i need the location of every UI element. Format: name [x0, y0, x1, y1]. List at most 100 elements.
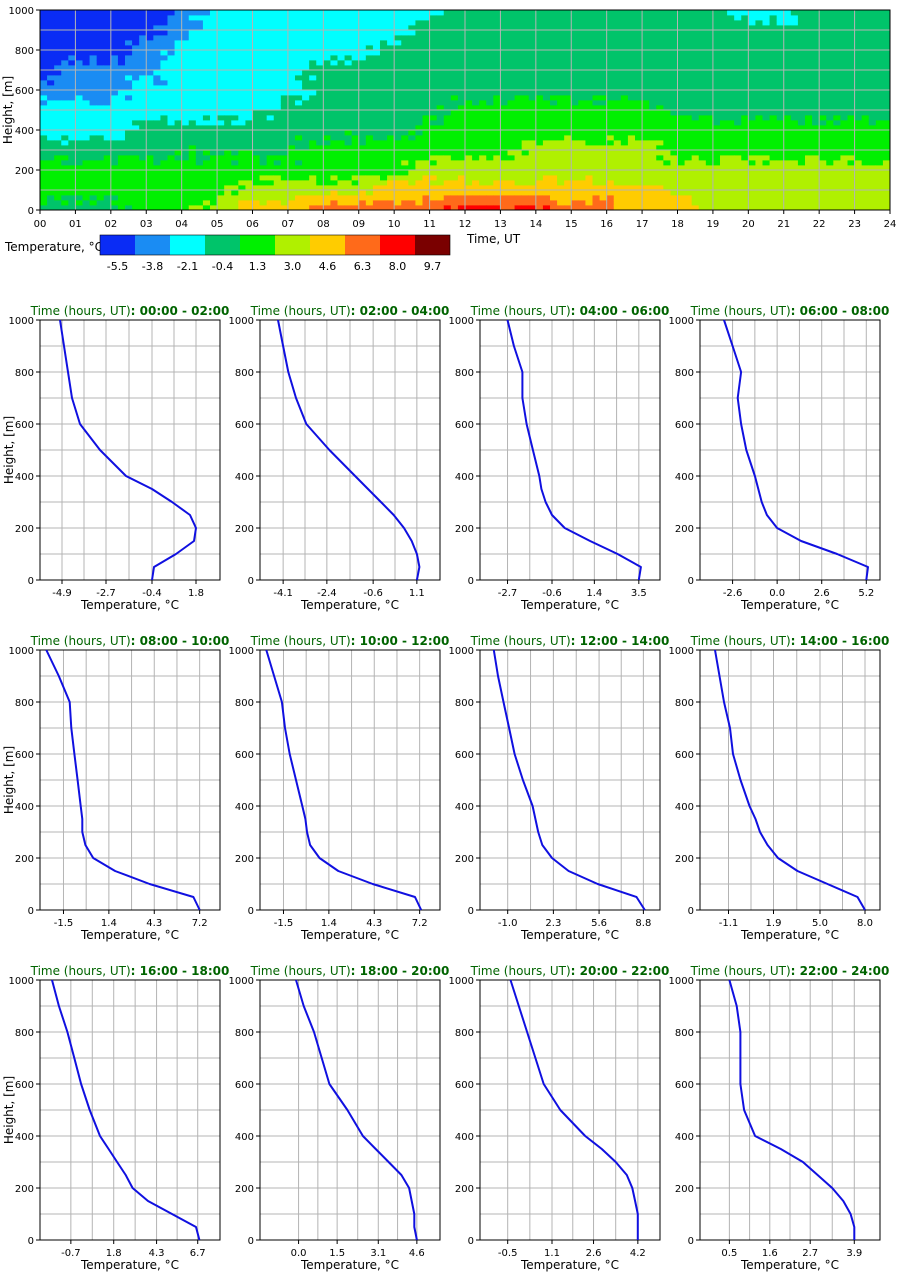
heatmap-cell: [465, 135, 473, 141]
heatmap-cell: [436, 65, 445, 71]
heatmap-cell: [401, 185, 409, 191]
heatmap-cell: [394, 90, 402, 96]
heatmap-cell: [436, 140, 445, 146]
heatmap-cell: [847, 130, 855, 136]
heatmap-cell: [217, 180, 225, 186]
heatmap-cell: [372, 65, 381, 71]
heatmap-cell: [210, 160, 218, 166]
heatmap-cell: [89, 10, 98, 16]
heatmap-cell: [620, 105, 629, 111]
heatmap-cell: [160, 145, 168, 151]
heatmap-cell: [684, 195, 693, 201]
heatmap-cell: [854, 10, 863, 16]
heatmap-cell: [273, 20, 282, 26]
heatmap-cell: [273, 70, 282, 76]
heatmap-cell: [231, 35, 239, 41]
heatmap-cell: [54, 115, 62, 121]
heatmap-cell: [75, 85, 83, 91]
heatmap-cell: [755, 175, 763, 181]
heatmap-cell: [394, 60, 402, 66]
heatmap-cell: [691, 95, 700, 101]
heatmap-cell: [217, 120, 225, 126]
heatmap-cell: [472, 170, 480, 176]
heatmap-cell: [110, 100, 119, 106]
heatmap-cell: [153, 130, 161, 136]
heatmap-cell: [351, 80, 360, 86]
heatmap-cell: [415, 175, 423, 181]
heatmap-cell: [720, 165, 728, 171]
heatmap-cell: [564, 205, 572, 211]
heatmap-cell: [847, 55, 855, 61]
heatmap-cell: [592, 150, 600, 156]
heatmap-cell: [146, 55, 154, 61]
heatmap-cell: [217, 90, 225, 96]
heatmap-cell: [550, 190, 558, 196]
heatmap-cell: [557, 155, 565, 161]
heatmap-cell: [139, 135, 147, 141]
heatmap-cell: [514, 100, 523, 106]
heatmap-cell: [309, 155, 317, 161]
heatmap-cell: [535, 45, 544, 51]
heatmap-cell: [854, 170, 863, 176]
heatmap-cell: [231, 100, 239, 106]
heatmap-cell: [840, 120, 848, 126]
heatmap-cell: [500, 25, 508, 31]
heatmap-cell: [450, 205, 459, 211]
heatmap-cell: [273, 135, 282, 141]
heatmap-cell: [167, 185, 175, 191]
heatmap-cell: [273, 65, 282, 71]
heatmap-cell: [302, 10, 310, 16]
heatmap-cell: [812, 150, 820, 156]
heatmap-cell: [868, 85, 877, 91]
heatmap-cell: [755, 185, 763, 191]
heatmap-cell: [684, 175, 693, 181]
heatmap-cell: [167, 105, 175, 111]
heatmap-cell: [401, 175, 409, 181]
heatmap-cell: [61, 95, 69, 101]
heatmap-cell: [238, 85, 246, 91]
heatmap-cell: [309, 50, 317, 56]
heatmap-cell: [54, 135, 62, 141]
heatmap-cell: [323, 180, 331, 186]
heatmap-cell: [387, 205, 395, 211]
heatmap-cell: [153, 170, 161, 176]
heatmap-cell: [436, 135, 445, 141]
heatmap-cell: [663, 60, 671, 66]
heatmap-cell: [642, 35, 650, 41]
heatmap-cell: [450, 200, 459, 206]
heatmap-cell: [295, 160, 303, 166]
heatmap-cell: [805, 175, 813, 181]
heatmap-cell: [415, 30, 423, 36]
heatmap-cell: [436, 10, 445, 16]
heatmap-cell: [195, 135, 204, 141]
heatmap-cell: [302, 55, 310, 61]
heatmap-cell: [677, 155, 685, 161]
heatmap-cell: [712, 50, 721, 56]
heatmap-cell: [238, 125, 246, 131]
heatmap-cell: [202, 160, 211, 166]
heatmap-cell: [868, 195, 877, 201]
heatmap-cell: [507, 65, 515, 71]
heatmap-cell: [117, 60, 126, 66]
heatmap-cell: [882, 15, 891, 21]
heatmap-cell: [167, 150, 175, 156]
heatmap-cell: [68, 50, 76, 56]
heatmap-cell: [153, 110, 161, 116]
heatmap-cell: [429, 10, 438, 16]
heatmap-cell: [68, 30, 76, 36]
heatmap-cell: [691, 125, 700, 131]
heatmap-cell: [103, 70, 112, 76]
heatmap-cell: [493, 50, 501, 56]
heatmap-cell: [493, 80, 501, 86]
heatmap-cell: [514, 160, 523, 166]
heatmap-cell: [266, 110, 275, 116]
heatmap-cell: [627, 80, 636, 86]
heatmap-cell: [762, 85, 770, 91]
heatmap-cell: [103, 25, 112, 31]
heatmap-cell: [854, 195, 863, 201]
heatmap-cell: [790, 150, 799, 156]
heatmap-cell: [649, 100, 657, 106]
heatmap-cell: [642, 80, 650, 86]
heatmap-cell: [670, 60, 678, 66]
heatmap-cell: [748, 145, 756, 151]
